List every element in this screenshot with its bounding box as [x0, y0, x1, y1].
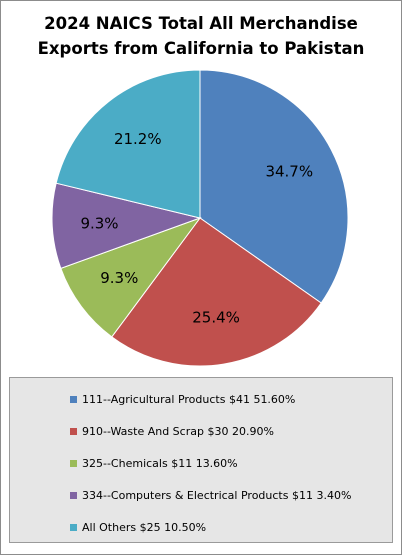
legend-swatch-1: [70, 395, 77, 403]
legend-swatch-2: [70, 427, 77, 435]
chart-legend: 111--Agricultural Products $41 51.60% 910…: [9, 377, 393, 543]
pie-slice-label-2: 25.4%: [192, 308, 240, 326]
chart-title-line-2: Exports from California to Pakistan: [37, 39, 365, 58]
legend-label-5: All Others $25 10.50%: [82, 520, 207, 534]
legend-label-2: 910--Waste And Scrap $30 20.90%: [82, 424, 274, 438]
legend-swatch-5: [70, 523, 77, 531]
legend-item-3: 325--Chemicals $11 13.60%: [70, 456, 238, 470]
chart-title: 2024 NAICS Total All Merchandise Exports…: [1, 11, 401, 61]
pie-chart: 34.7% 25.4% 9.3% 9.3% 21.2%: [51, 69, 349, 367]
pie-slice-2: [111, 217, 322, 367]
legend-item-2: 910--Waste And Scrap $30 20.90%: [70, 424, 274, 438]
legend-item-1: 111--Agricultural Products $41 51.60%: [70, 392, 295, 406]
legend-item-5: All Others $25 10.50%: [70, 520, 206, 534]
pie-slice-1: [199, 69, 349, 304]
pie-slice-4: [51, 182, 202, 270]
legend-label-4: 334--Computers & Electrical Products $11…: [82, 488, 352, 502]
pie-slice-label-5: 21.2%: [114, 130, 162, 148]
chart-title-line-1: 2024 NAICS Total All Merchandise: [44, 14, 358, 33]
legend-item-4: 334--Computers & Electrical Products $11…: [70, 488, 351, 502]
pie-slice-5: [55, 69, 201, 219]
legend-label-3: 325--Chemicals $11 13.60%: [82, 456, 238, 470]
pie-slice-label-4: 9.3%: [80, 215, 118, 233]
pie-slice-label-3: 9.3%: [100, 269, 138, 287]
legend-label-1: 111--Agricultural Products $41 51.60%: [82, 392, 296, 406]
legend-swatch-3: [70, 459, 77, 467]
pie-slice-3: [60, 216, 202, 338]
pie-slice-label-1: 34.7%: [265, 163, 313, 181]
legend-swatch-4: [70, 491, 77, 499]
